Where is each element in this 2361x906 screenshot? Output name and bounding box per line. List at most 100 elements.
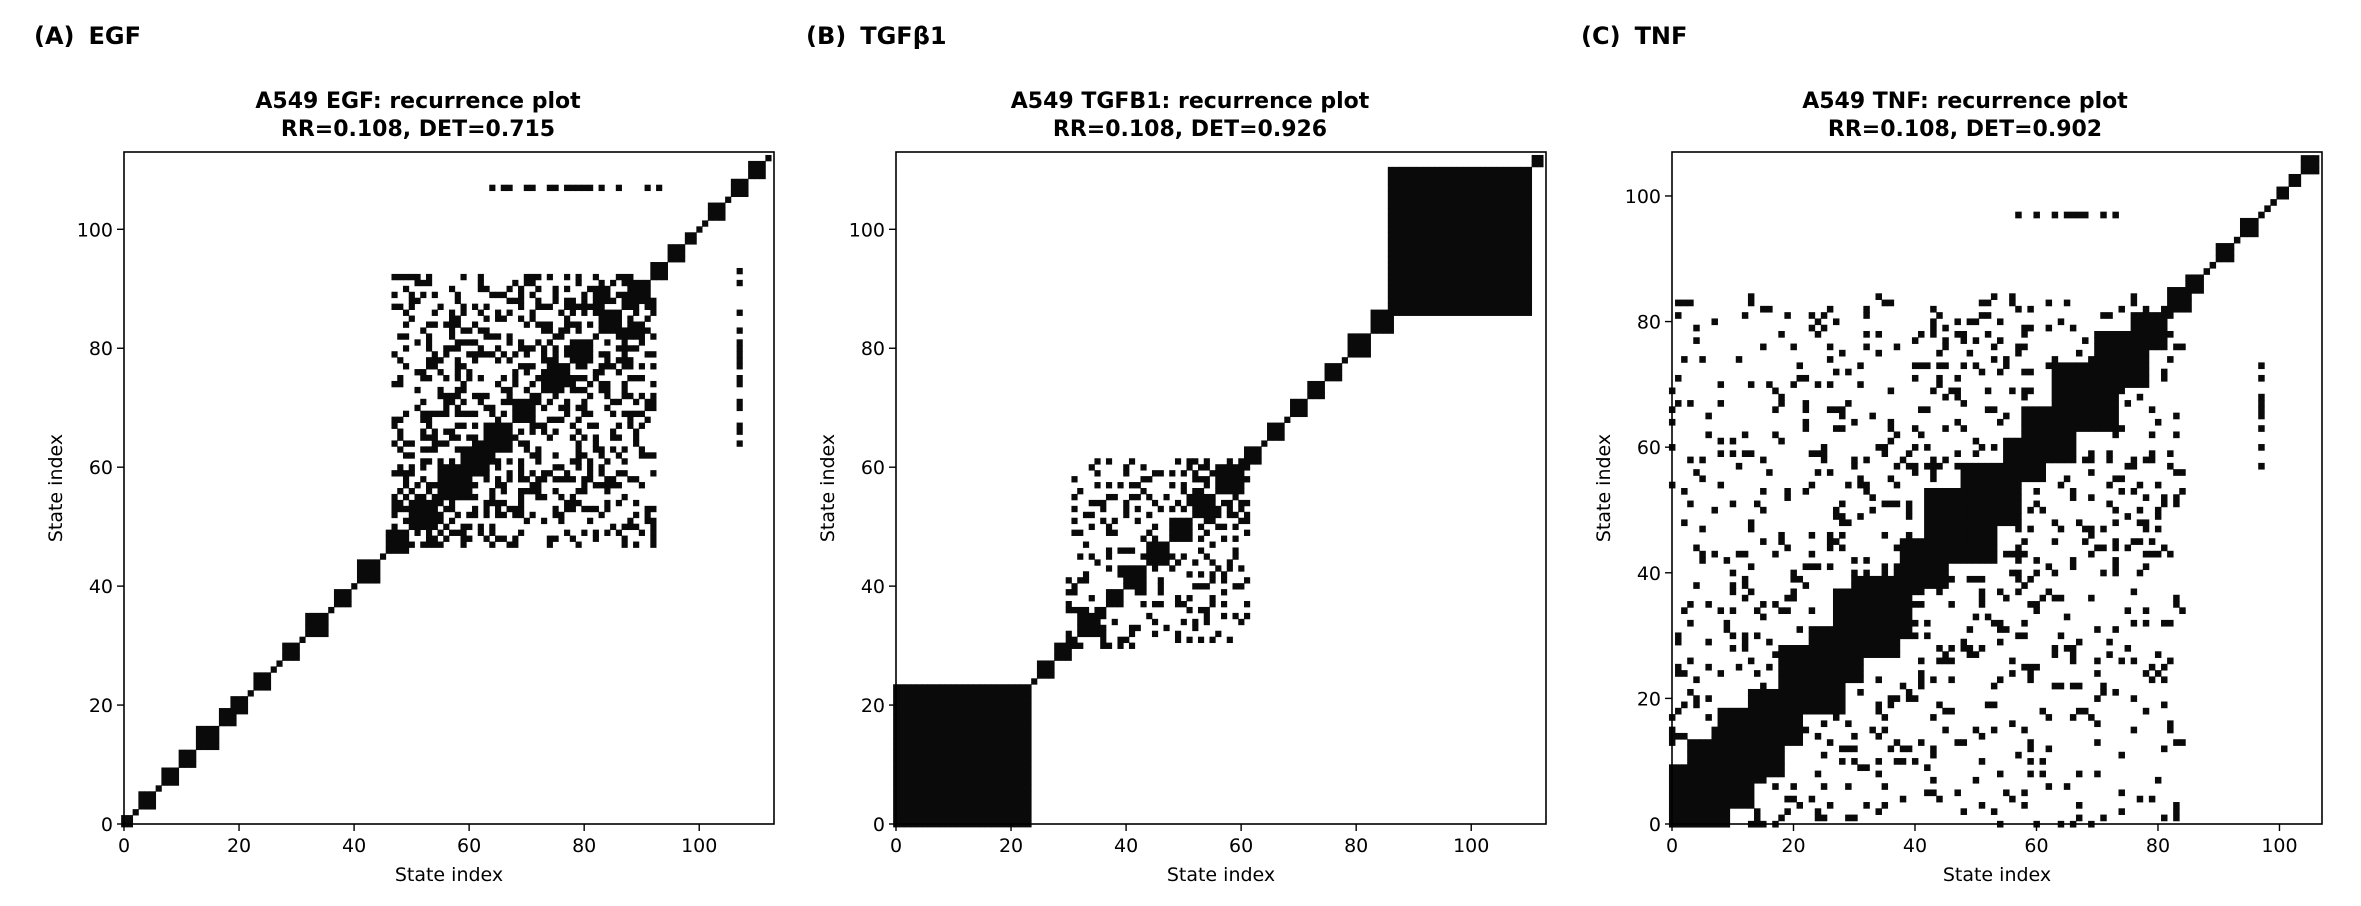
recurrence-cell bbox=[569, 380, 576, 388]
recurrence-cell bbox=[529, 184, 536, 192]
recurrence-cell bbox=[1462, 226, 1469, 233]
recurrence-cell bbox=[2021, 456, 2028, 464]
recurrence-cell bbox=[2173, 594, 2180, 602]
recurrence-cell bbox=[2069, 444, 2077, 451]
recurrence-cell bbox=[2082, 368, 2089, 376]
recurrence-cell bbox=[1439, 178, 1446, 186]
recurrence-cell bbox=[1881, 783, 1889, 790]
recurrence-cell bbox=[1422, 184, 1429, 192]
recurrence-cell bbox=[1474, 273, 1481, 281]
recurrence-cell bbox=[1857, 575, 1864, 583]
recurrence-cell bbox=[564, 505, 571, 513]
recurrence-cell bbox=[2088, 450, 2095, 457]
recurrence-cell bbox=[1105, 523, 1113, 531]
recurrence-cell bbox=[1197, 505, 1205, 513]
recurrence-cell bbox=[1984, 387, 1992, 395]
recurrence-cell bbox=[2051, 594, 2059, 602]
recurrence-cell bbox=[1984, 525, 1992, 533]
recurrence-cell bbox=[414, 273, 421, 281]
recurrence-cell bbox=[587, 184, 594, 192]
recurrence-cell bbox=[2179, 287, 2186, 294]
recurrence-cell bbox=[1942, 569, 1949, 577]
recurrence-cell bbox=[1174, 559, 1182, 566]
recurrence-cell bbox=[1887, 588, 1895, 596]
recurrence-cell bbox=[437, 410, 444, 418]
recurrence-cell bbox=[2112, 626, 2119, 633]
recurrence-cell bbox=[575, 279, 582, 287]
recurrence-cell bbox=[950, 785, 957, 792]
recurrence-cell bbox=[633, 321, 640, 328]
recurrence-cell bbox=[610, 446, 617, 453]
recurrence-cell bbox=[1820, 324, 1828, 332]
recurrence-cell bbox=[1675, 808, 1682, 815]
recurrence-cell bbox=[736, 404, 743, 412]
recurrence-cell bbox=[1802, 670, 1810, 677]
recurrence-cell bbox=[2142, 619, 2150, 627]
recurrence-cell bbox=[1984, 557, 1992, 564]
recurrence-cell bbox=[748, 166, 755, 174]
recurrence-cell bbox=[2039, 450, 2046, 457]
recurrence-cell bbox=[1410, 303, 1417, 310]
recurrence-cell bbox=[1238, 618, 1245, 626]
recurrence-cell bbox=[638, 410, 645, 418]
recurrence-cell bbox=[449, 517, 456, 525]
recurrence-cell bbox=[282, 642, 289, 649]
recurrence-cell bbox=[638, 297, 645, 305]
recurrence-cell bbox=[916, 761, 923, 768]
x-tick-label: 0 bbox=[890, 835, 902, 857]
recurrence-cell bbox=[1393, 202, 1400, 209]
recurrence-cell bbox=[604, 291, 611, 299]
recurrence-cell bbox=[144, 797, 151, 804]
recurrence-cell bbox=[1741, 776, 1749, 784]
recurrence-cell bbox=[950, 767, 957, 774]
recurrence-cell bbox=[1924, 764, 1931, 772]
recurrence-cell bbox=[1456, 309, 1463, 316]
recurrence-cell bbox=[1174, 600, 1182, 608]
recurrence-cell bbox=[1088, 523, 1095, 531]
recurrence-cell bbox=[466, 375, 473, 382]
recurrence-cell bbox=[1514, 291, 1521, 299]
recurrence-cell bbox=[1893, 651, 1901, 658]
recurrence-cell bbox=[374, 565, 381, 572]
recurrence-cell bbox=[1387, 279, 1394, 287]
recurrence-cell bbox=[546, 369, 553, 376]
recurrence-cell bbox=[1474, 297, 1481, 305]
recurrence-cell bbox=[581, 351, 588, 358]
recurrence-cell bbox=[1244, 476, 1251, 483]
recurrence-cell bbox=[985, 791, 992, 798]
recurrence-cell bbox=[898, 749, 906, 757]
recurrence-cell bbox=[259, 678, 266, 685]
recurrence-cell bbox=[904, 773, 911, 780]
recurrence-cell bbox=[1887, 575, 1895, 583]
recurrence-cell bbox=[1514, 196, 1521, 203]
recurrence-cell bbox=[2051, 211, 2059, 219]
recurrence-cell bbox=[1814, 808, 1822, 815]
recurrence-cell bbox=[1019, 743, 1026, 751]
recurrence-cell bbox=[944, 773, 952, 780]
recurrence-cell bbox=[2124, 368, 2132, 376]
recurrence-cell bbox=[1875, 732, 1882, 740]
recurrence-cell bbox=[1990, 475, 1998, 483]
recurrence-cell bbox=[1972, 506, 1980, 514]
recurrence-cell bbox=[2100, 544, 2107, 552]
recurrence-cell bbox=[1826, 544, 1834, 552]
recurrence-cell bbox=[2051, 362, 2059, 370]
recurrence-cell bbox=[985, 803, 992, 810]
recurrence-cell bbox=[610, 482, 617, 489]
recurrence-cell bbox=[1445, 267, 1452, 275]
recurrence-cell bbox=[167, 773, 174, 780]
recurrence-cell bbox=[1681, 776, 1688, 784]
recurrence-cell bbox=[598, 452, 605, 459]
recurrence-cell bbox=[898, 785, 906, 792]
recurrence-cell bbox=[207, 731, 214, 739]
recurrence-cell bbox=[1520, 244, 1527, 251]
recurrence-cell bbox=[1881, 500, 1889, 508]
recurrence-cell bbox=[1025, 719, 1032, 727]
recurrence-cell bbox=[518, 398, 525, 406]
recurrence-cell bbox=[1717, 450, 1725, 457]
recurrence-cell bbox=[425, 517, 433, 525]
recurrence-cell bbox=[1972, 557, 1980, 564]
recurrence-cell bbox=[1936, 349, 1943, 357]
recurrence-cell bbox=[391, 440, 398, 447]
recurrence-cell bbox=[1705, 795, 1712, 803]
